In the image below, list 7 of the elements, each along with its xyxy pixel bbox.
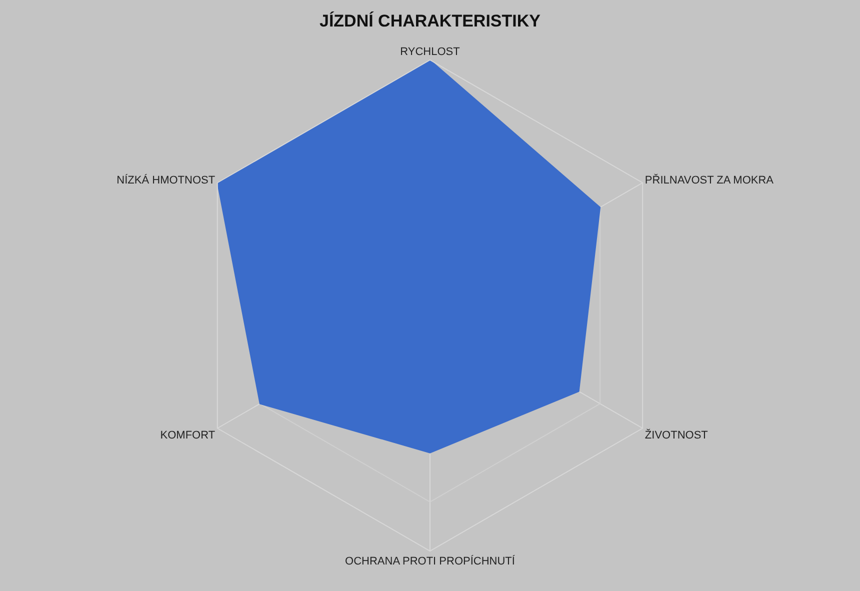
spoke-label: PŘILNAVOST ZA MOKRA: [644, 174, 774, 187]
spoke-label: ŽIVOTNOST: [644, 428, 708, 442]
chart-title: JÍZDNÍ CHARAKTERISTIKY: [319, 10, 542, 31]
spoke-label: KOMFORT: [160, 429, 216, 442]
spoke-label: NÍZKÁ HMOTNOST: [116, 174, 216, 187]
spoke-label: RYCHLOST: [400, 46, 460, 58]
spoke-label: OCHRANA PROTI PROPÍCHNUTÍ: [345, 554, 516, 568]
